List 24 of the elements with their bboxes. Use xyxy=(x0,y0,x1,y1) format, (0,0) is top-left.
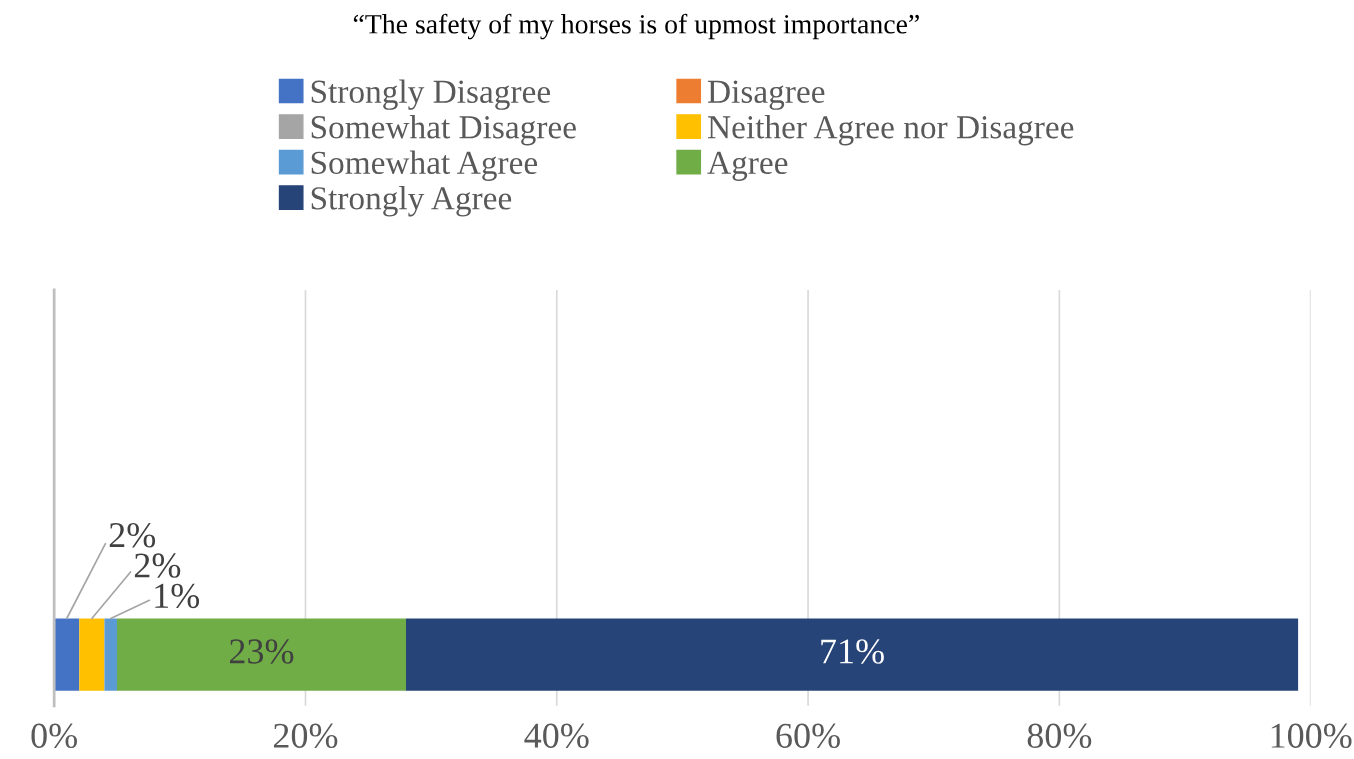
legend-label: Disagree xyxy=(707,80,825,110)
x-tick-label: 0% xyxy=(31,723,77,749)
x-tick-label: 60% xyxy=(776,723,840,749)
bar xyxy=(405,618,1299,691)
bar xyxy=(79,618,105,691)
x-tick-label: 80% xyxy=(1027,723,1092,749)
legend-label: Neither Agree nor Disagree xyxy=(707,115,1074,146)
legend-label: Strongly Disagree xyxy=(311,79,550,110)
data-label: 1% xyxy=(155,583,200,609)
bar xyxy=(116,618,406,691)
bar xyxy=(104,618,117,691)
legend-label: Somewhat Agree xyxy=(311,150,538,181)
x-tick-label: 20% xyxy=(273,723,338,749)
data-label: 2% xyxy=(134,553,181,578)
legend-label: Strongly Agree xyxy=(311,186,512,217)
legend-label: Agree xyxy=(707,151,788,181)
bar xyxy=(54,618,80,691)
x-tick-label: 100% xyxy=(1271,723,1352,749)
chart-title: “The safety of my horses is of upmost importance” xyxy=(353,13,919,40)
legend-label: Somewhat Disagree xyxy=(311,115,576,146)
data-label: 2% xyxy=(109,523,156,548)
data-label: 71% xyxy=(821,639,884,664)
data-label: 23% xyxy=(229,639,294,664)
x-tick-label: 40% xyxy=(524,723,589,749)
